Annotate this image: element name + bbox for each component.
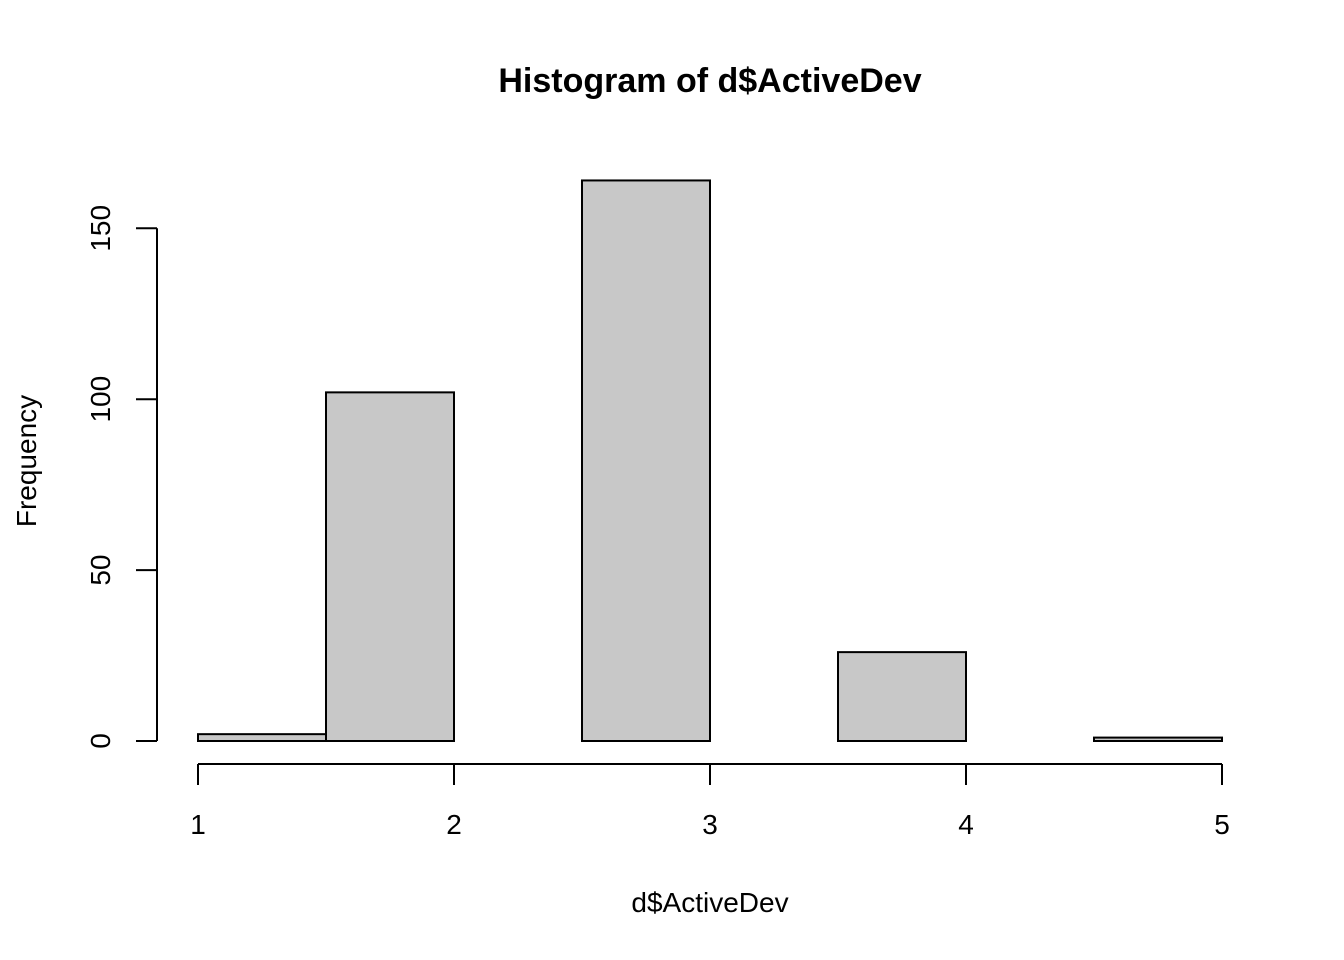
x-tick-label: 2 (446, 809, 462, 840)
y-tick-label: 50 (85, 555, 116, 586)
x-tick-label: 1 (190, 809, 206, 840)
y-tick-label: 150 (85, 205, 116, 252)
histogram-bar (325, 391, 455, 742)
x-axis-label: d$ActiveDev (631, 887, 788, 918)
x-tick-label: 3 (702, 809, 718, 840)
histogram-bar (581, 179, 711, 742)
histogram-bar (1093, 736, 1223, 742)
y-tick-label: 0 (85, 733, 116, 749)
y-axis-label: Frequency (11, 395, 42, 527)
histogram-bar (197, 733, 327, 743)
chart-title: Histogram of d$ActiveDev (498, 62, 921, 100)
x-tick-label: 4 (958, 809, 974, 840)
y-tick-label: 100 (85, 376, 116, 423)
x-axis: 1 2 3 4 5 (190, 763, 1230, 840)
bars-group (197, 179, 1223, 743)
y-axis: 0 50 100 150 (85, 205, 158, 749)
x-tick-label: 5 (1214, 809, 1230, 840)
histogram-bar (837, 651, 967, 743)
